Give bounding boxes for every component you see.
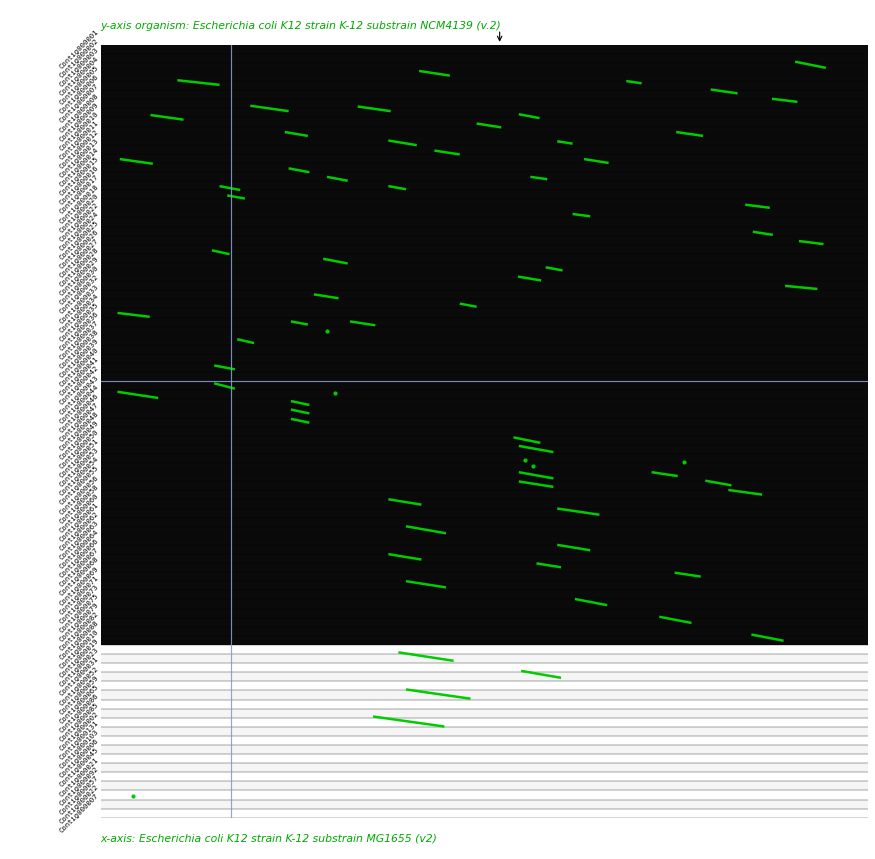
Bar (101, 108, 868, 118)
Bar (101, 499, 868, 509)
Bar (101, 472, 868, 481)
Bar (101, 654, 868, 663)
Bar (101, 199, 868, 209)
Bar (101, 172, 868, 181)
Bar (101, 699, 868, 709)
Bar (101, 209, 868, 217)
Bar (101, 363, 868, 372)
Bar (101, 190, 868, 199)
Bar (101, 90, 868, 100)
Bar (101, 745, 868, 754)
Bar (101, 144, 868, 154)
Bar (101, 245, 868, 254)
Bar (101, 436, 868, 445)
Bar (101, 673, 868, 681)
Bar (101, 126, 868, 136)
Bar (101, 709, 868, 718)
Bar (101, 45, 868, 54)
Bar (101, 181, 868, 190)
Bar (101, 727, 868, 736)
Bar (101, 582, 868, 590)
Bar (101, 154, 868, 163)
Bar (101, 308, 868, 318)
Bar (101, 381, 868, 390)
Bar (101, 782, 868, 790)
Bar (101, 63, 868, 72)
Bar (101, 217, 868, 227)
Bar (101, 554, 868, 564)
Bar (101, 463, 868, 472)
Bar (101, 518, 868, 527)
Bar (101, 326, 868, 336)
Bar (101, 372, 868, 381)
Bar (101, 54, 868, 63)
Bar (101, 636, 868, 645)
Bar (101, 417, 868, 427)
Bar (101, 100, 868, 108)
Bar (101, 336, 868, 344)
Bar (101, 627, 868, 636)
Bar (101, 490, 868, 499)
Bar (101, 136, 868, 144)
Bar (101, 263, 868, 272)
Bar (101, 681, 868, 691)
Bar (101, 754, 868, 763)
Bar (101, 118, 868, 126)
Bar (101, 600, 868, 608)
Bar (101, 81, 868, 90)
Bar (101, 445, 868, 454)
Bar (101, 545, 868, 554)
Bar (101, 536, 868, 545)
Bar (101, 590, 868, 600)
Bar (101, 608, 868, 618)
Bar (101, 299, 868, 308)
Bar (101, 72, 868, 81)
Bar (101, 691, 868, 699)
Bar (101, 235, 868, 245)
Bar (101, 663, 868, 673)
Bar (101, 527, 868, 536)
Bar (101, 344, 868, 354)
Bar (101, 790, 868, 800)
Bar (101, 800, 868, 808)
Bar (101, 163, 868, 172)
Bar (101, 254, 868, 263)
Bar (101, 281, 868, 290)
Bar (101, 808, 868, 818)
Bar (101, 509, 868, 518)
Bar (101, 272, 868, 281)
Bar (101, 481, 868, 490)
Bar (101, 227, 868, 235)
Bar (101, 390, 868, 399)
Bar (101, 427, 868, 436)
Text: x-axis: Escherichia coli K12 strain K-12 substrain MG1655 (v2): x-axis: Escherichia coli K12 strain K-12… (101, 833, 438, 844)
Bar (101, 399, 868, 409)
Bar (101, 409, 868, 417)
Bar (101, 763, 868, 772)
Text: y-axis organism: Escherichia coli K12 strain K-12 substrain NCM4139 (v.2): y-axis organism: Escherichia coli K12 st… (101, 21, 501, 32)
Bar (101, 564, 868, 572)
Bar (101, 290, 868, 299)
Bar (101, 318, 868, 326)
Bar (101, 618, 868, 627)
Bar (101, 772, 868, 782)
Bar (101, 354, 868, 363)
Bar (101, 454, 868, 463)
Bar (101, 736, 868, 745)
Bar (101, 572, 868, 582)
Bar (101, 645, 868, 654)
Bar (101, 718, 868, 727)
